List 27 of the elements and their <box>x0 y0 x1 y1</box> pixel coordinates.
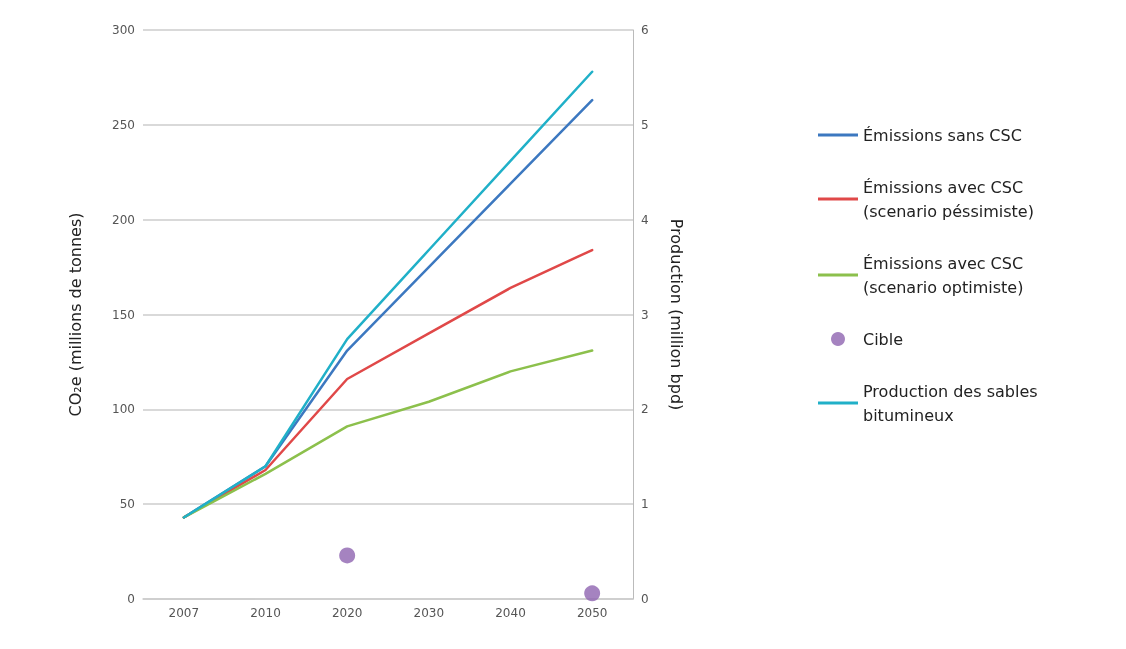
y-tick-label: 200 <box>112 212 135 227</box>
y2-tick-label: 4 <box>641 212 649 227</box>
x-tick-label: 2010 <box>250 606 281 620</box>
y2-tick-label: 6 <box>641 23 649 37</box>
y2-tick-label: 3 <box>641 307 649 322</box>
y2-tick-label: 1 <box>641 497 649 512</box>
y2-tick-label: 5 <box>641 117 649 132</box>
y2-axis-title: Production (million bpd) <box>666 218 686 411</box>
y-tick-label: 50 <box>119 497 135 512</box>
legend-label: Émissions avec CSC (scenario optimiste) <box>863 253 1029 297</box>
y2-tick-label: 0 <box>641 592 649 606</box>
y-tick-label: 100 <box>112 402 135 417</box>
y-tick-label: 0 <box>127 592 135 606</box>
y-tick-label: 150 <box>112 307 135 322</box>
x-tick-label: 2040 <box>495 606 526 620</box>
y-tick-label: 300 <box>112 23 135 37</box>
x-tick-label: 2020 <box>331 606 363 620</box>
legend-label: Production des sables bitumineux <box>863 381 1043 425</box>
x-tick-label: 2007 <box>168 606 200 620</box>
y-axis-title: CO₂e (millions de tonnes) <box>65 212 85 417</box>
legend-label: Émissions avec CSC (scenario péssimiste) <box>863 177 1034 221</box>
legend-label: Émissions sans CSC <box>863 125 1022 145</box>
x-tick-label: 2050 <box>576 606 608 620</box>
legend-label: Cible <box>863 329 904 349</box>
y-tick-label: 250 <box>112 117 135 132</box>
x-tick-label: 2030 <box>413 606 445 620</box>
y2-tick-label: 2 <box>641 402 649 417</box>
